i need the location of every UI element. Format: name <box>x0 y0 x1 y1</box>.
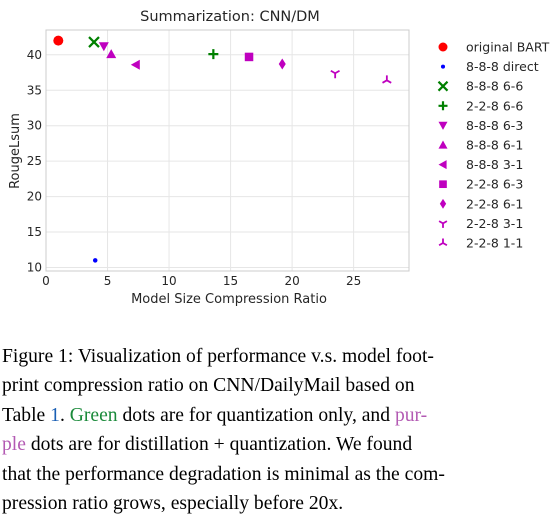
legend-marker <box>438 101 448 111</box>
legend-marker <box>440 64 446 69</box>
y-tick-label: 25 <box>27 154 42 168</box>
y-tick-label: 10 <box>27 260 42 274</box>
legend-entry-label: 2-2-8 3-1 <box>466 216 523 231</box>
x-tick-label: 20 <box>284 274 299 288</box>
legend-marker <box>438 140 448 149</box>
x-tick-labels: 0 5 10 15 20 25 <box>42 274 361 288</box>
legend-entry-label: 8-8-8 6-1 <box>466 138 523 153</box>
legend-entry-label: 2-2-8 1-1 <box>466 236 523 251</box>
legend-entry-label: 2-2-8 6-6 <box>466 98 523 113</box>
legend-entry-label: 2-2-8 6-1 <box>466 196 523 211</box>
data-point <box>53 35 64 46</box>
caption-line-5: that the performance degradation is mini… <box>2 463 445 485</box>
caption-line-3: Table 1. Green dots are for quantization… <box>2 401 548 430</box>
x-tick-label: 15 <box>223 274 238 288</box>
x-axis-label: Model Size Compression Ratio <box>131 292 327 307</box>
x-tick-label: 0 <box>42 274 50 288</box>
data-point <box>92 258 98 263</box>
x-tick-label: 5 <box>104 274 112 288</box>
legend-marker <box>438 160 447 170</box>
data-point <box>208 49 219 60</box>
caption-text: dots are for quantization only, and <box>117 404 395 426</box>
data-points <box>53 35 392 263</box>
y-tick-label: 20 <box>27 190 42 204</box>
legend-marker <box>437 80 449 92</box>
data-point <box>130 59 140 70</box>
purple-word: pur- <box>394 404 428 426</box>
legend: original BART 8-8-8 direct 8-8-8 6-6 2-2-8 … <box>437 40 550 251</box>
legend-marker <box>438 220 448 228</box>
y-tick-label: 30 <box>27 119 42 133</box>
y-tick-labels: 10 15 20 25 30 35 40 <box>27 48 42 275</box>
table-reference-link[interactable]: 1 <box>50 404 60 426</box>
data-point <box>98 42 109 52</box>
y-axis-label: RougeLsum <box>8 113 23 189</box>
data-point <box>278 58 286 70</box>
legend-marker <box>438 238 448 247</box>
caption-line-2: print compression ratio on CNN/DailyMail… <box>2 375 415 397</box>
scatter-chart: Summarization: CNN/DM 0 5 10 15 20 25 10 15 20 2… <box>8 9 550 307</box>
data-point <box>330 69 340 79</box>
caption-line-1: Figure 1: Visualization of performance v… <box>2 346 434 367</box>
legend-entry-label: 8-8-8 3-1 <box>466 157 523 172</box>
grid-lines <box>45 30 409 271</box>
legend-entry-label: 8-8-8 6-6 <box>466 79 523 94</box>
y-tick-label: 40 <box>27 48 42 62</box>
legend-marker <box>439 180 447 189</box>
legend-entry-label: 8-8-8 6-3 <box>466 118 523 133</box>
legend-entry-label: 8-8-8 direct <box>466 59 539 74</box>
plot-frame <box>45 29 410 272</box>
caption-line-6: pression ratio grows, especially before … <box>2 493 344 515</box>
legend-entry-label: original BART <box>466 40 550 55</box>
data-point <box>88 36 100 48</box>
y-tick-label: 15 <box>27 225 42 239</box>
caption-text: Table <box>2 404 51 426</box>
data-point <box>106 49 117 59</box>
x-tick-label: 10 <box>161 274 176 288</box>
caption-text: . <box>59 404 70 426</box>
legend-marker <box>438 42 448 52</box>
y-tick-label: 35 <box>27 83 42 97</box>
figure-caption: Figure 1: Visualization of performance v… <box>2 342 548 518</box>
purple-word-end: ple <box>2 434 26 456</box>
chart-title: Summarization: CNN/DM <box>140 9 320 25</box>
caption-line-4: ple dots are for distillation + quantiza… <box>2 430 548 459</box>
x-tick-label: 25 <box>346 274 361 288</box>
data-point <box>244 52 254 62</box>
data-point <box>382 75 392 84</box>
legend-entry-label: 2-2-8 6-3 <box>466 177 523 192</box>
caption-text: dots are for distillation + quantization… <box>25 434 413 456</box>
green-word: Green <box>69 404 118 426</box>
legend-marker <box>438 121 448 130</box>
legend-marker <box>439 198 447 209</box>
